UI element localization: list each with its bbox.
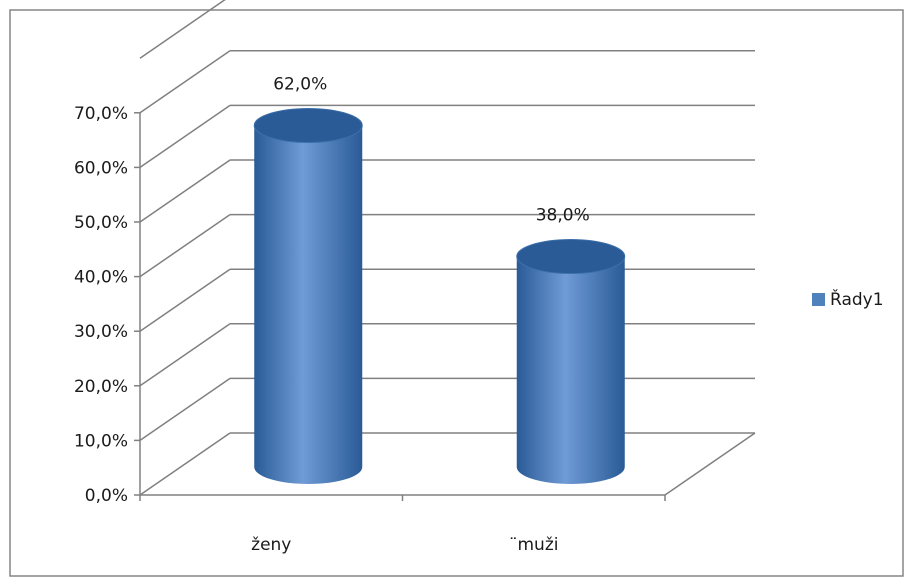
chart-frame <box>9 9 904 577</box>
data-label: 62,0% <box>273 74 327 94</box>
y-tick-label: 60,0% <box>74 158 128 178</box>
legend-swatch <box>812 293 825 306</box>
x-tick-label: ¨muži <box>509 535 558 555</box>
legend-label: Řady1 <box>830 288 884 310</box>
x-tick-label: ženy <box>251 535 291 555</box>
y-tick-label: 40,0% <box>74 268 128 288</box>
x-axis-tick-labels: ženy ¨muži <box>251 535 558 555</box>
y-tick-label: 10,0% <box>74 431 128 451</box>
data-label: 38,0% <box>536 206 590 226</box>
y-axis-tick-labels: 0,0% 10,0% 20,0% 30,0% 40,0% 50,0% 60,0% 70,0% <box>74 104 128 506</box>
bars <box>253 107 626 484</box>
gridline <box>139 104 755 169</box>
y-tick-label: 50,0% <box>74 213 128 233</box>
axes <box>134 112 756 501</box>
gridline <box>139 50 755 114</box>
gridline <box>139 0 226 59</box>
bar <box>516 239 626 484</box>
bar <box>253 107 363 484</box>
y-tick-label: 0,0% <box>85 486 128 506</box>
legend: Řady1 <box>812 288 884 310</box>
data-labels: 62,0% 38,0% <box>273 74 590 225</box>
floor-edge <box>664 432 756 496</box>
y-tick-label: 20,0% <box>74 377 128 397</box>
y-tick-label: 30,0% <box>74 322 128 342</box>
y-tick-label: 70,0% <box>74 104 128 124</box>
